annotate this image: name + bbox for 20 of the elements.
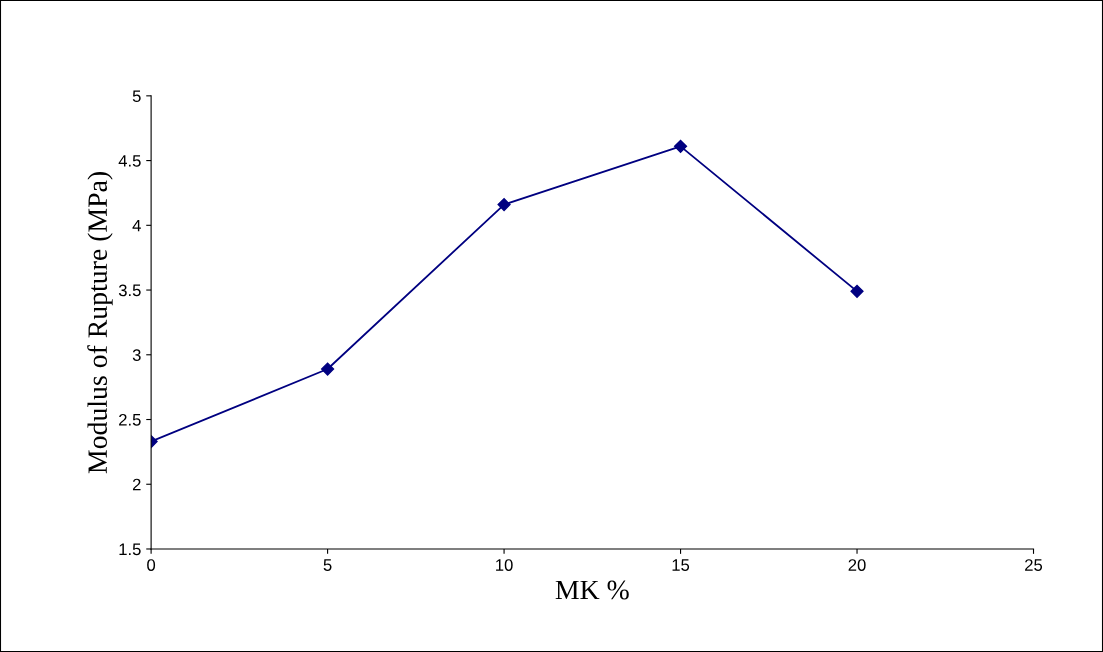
y-tick-label: 2.5 (119, 413, 141, 426)
y-axis-title: Modulus of Rupture (MPa) (87, 172, 113, 474)
x-tick-label: 15 (672, 559, 690, 571)
y-tick-label: 3.5 (118, 284, 141, 297)
y-tick-label: 4 (132, 219, 141, 232)
x-axis-title: MK % (555, 580, 629, 600)
x-tick-label: 5 (323, 559, 332, 571)
point (497, 198, 511, 212)
x-tick-label: 20 (848, 559, 866, 571)
x-tick-label: 0 (147, 559, 156, 571)
point (321, 362, 335, 376)
y-tick-label: 2 (132, 478, 141, 491)
point (850, 284, 864, 298)
y-tick-label: 4.5 (118, 155, 141, 167)
y-tick-label: 1.5 (119, 543, 141, 556)
x-tick-label: 25 (1025, 559, 1043, 571)
point (673, 139, 688, 153)
y-tick-label: 3 (132, 349, 141, 361)
x-tick-label: 10 (496, 559, 513, 571)
y-tick-label: 5 (132, 90, 141, 103)
